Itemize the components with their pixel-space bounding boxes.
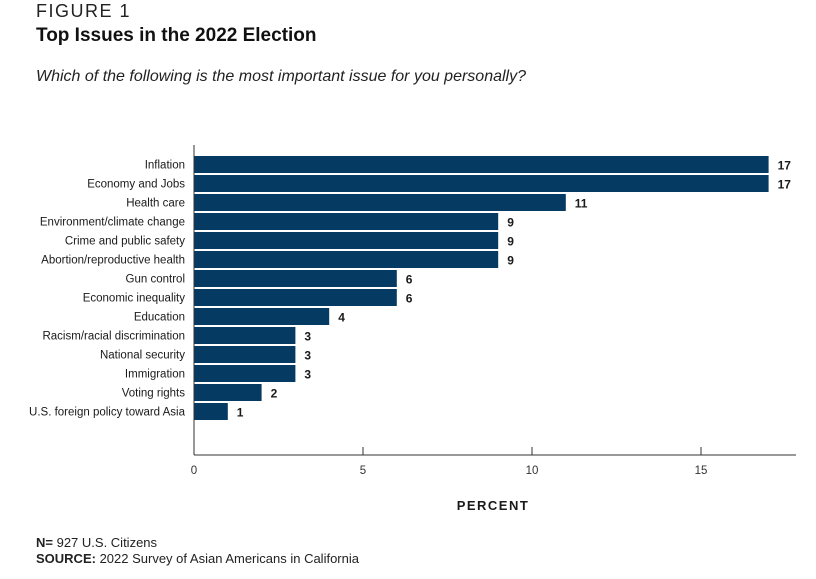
value-label: 3 [304,349,311,363]
x-tick-label: 15 [695,465,708,477]
category-label: Education [134,312,185,324]
value-label: 9 [507,254,514,268]
bar [194,346,296,363]
bar [194,384,262,401]
category-label: U.S. foreign policy toward Asia [29,407,186,419]
value-label: 1 [237,406,244,420]
category-label: Gun control [126,274,185,286]
value-label: 3 [304,368,311,382]
bar [194,327,296,344]
category-label: Economic inequality [83,293,186,305]
category-label: Health care [126,198,185,210]
value-label: 3 [304,330,311,344]
source-note: SOURCE: 2022 Survey of Asian Americans i… [36,551,359,566]
bar [194,365,296,382]
bar [194,156,769,173]
axes-group: 0 5 10 15 [191,145,796,477]
category-label: Crime and public safety [65,236,185,248]
source-value: 2022 Survey of Asian Americans in Califo… [95,551,359,566]
category-label: Immigration [125,369,185,381]
value-label: 4 [338,311,345,325]
category-labels-group: Inflation Economy and Jobs Health care Envi… [29,160,186,419]
x-tick-label: 5 [360,465,366,477]
value-label: 17 [778,159,792,173]
x-tick-label: 10 [526,465,539,477]
sample-size-label: N= [36,535,53,550]
category-label: Abortion/reproductive health [41,255,185,267]
chart-title: Top Issues in the 2022 Election [36,25,317,46]
category-label: Racism/racial discrimination [42,331,185,343]
value-label: 9 [507,216,514,230]
value-label: 6 [406,292,413,306]
value-label: 9 [507,235,514,249]
bar [194,403,228,420]
category-label: Inflation [145,160,185,172]
bar [194,270,397,287]
source-label: SOURCE: [36,551,96,566]
category-label: Economy and Jobs [87,179,185,191]
bar [194,213,499,230]
sample-size-note: N= 927 U.S. Citizens [36,535,157,550]
value-labels-group: 17 17 11 9 9 9 6 6 4 3 3 3 2 1 [237,159,791,420]
bar [194,194,566,211]
category-label: Voting rights [122,388,186,400]
sample-size-value: 927 U.S. Citizens [52,535,158,550]
figure-label: FIGURE 1 [36,1,132,21]
x-axis-title: PERCENT [457,498,530,513]
value-label: 2 [271,387,278,401]
category-label: National security [100,350,185,362]
value-label: 6 [406,273,413,287]
x-tick-label: 0 [191,465,197,477]
value-label: 17 [778,178,792,192]
bar [194,308,330,325]
category-label: Environment/climate change [40,217,185,229]
bar [194,289,397,306]
bars-group [194,156,769,420]
chart-subtitle: Which of the following is the most impor… [36,68,527,85]
bar [194,251,499,268]
value-label: 11 [575,197,588,211]
bar [194,232,499,249]
bar [194,175,769,192]
